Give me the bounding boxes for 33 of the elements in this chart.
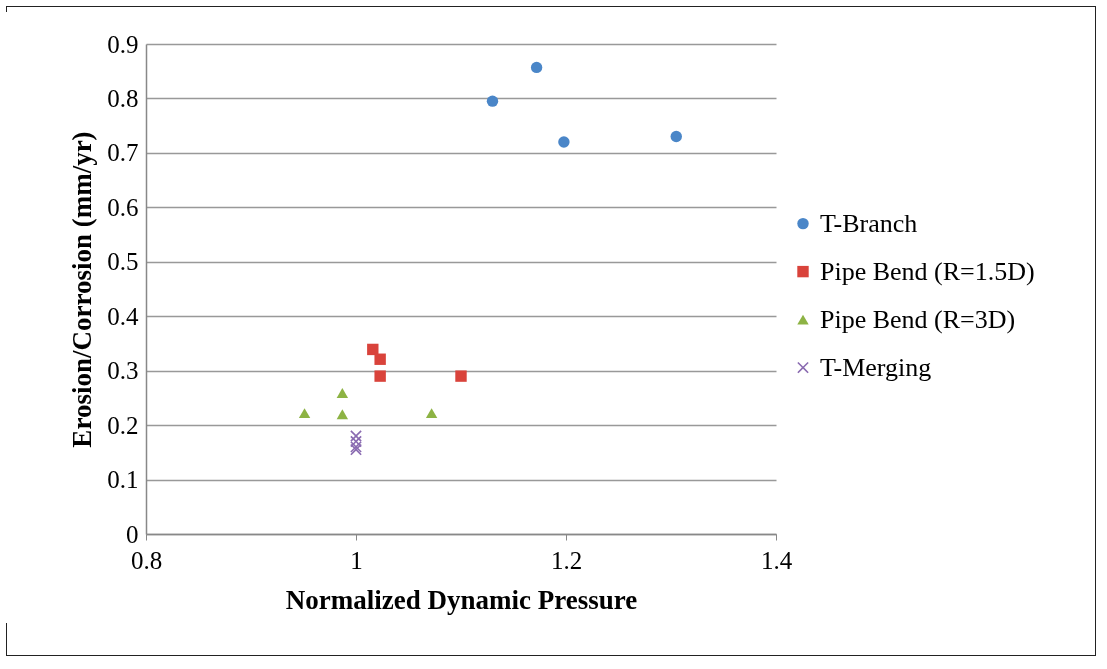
y-tick-label: 0.5 — [107, 248, 139, 276]
x-tick-label: 1.4 — [760, 546, 793, 574]
x-tick-label: 1.2 — [550, 546, 583, 574]
y-tick-label: 0.6 — [107, 193, 139, 221]
y-tick-label: 0.7 — [107, 139, 139, 167]
legend-label: T-Branch — [820, 208, 918, 238]
point — [350, 430, 362, 442]
y-tick-label: 0.3 — [107, 357, 139, 385]
point — [455, 370, 467, 382]
point — [374, 370, 386, 382]
point — [425, 408, 438, 419]
point — [374, 353, 386, 365]
y-axis-title: Erosion/Corrosion (mm/yr) — [67, 131, 98, 448]
y-tick-label: 0.1 — [107, 466, 139, 494]
y-tick-label: 0.4 — [107, 302, 139, 330]
y-tick-label: 0.8 — [107, 84, 139, 112]
legend-label: Pipe Bend (R=1.5D) — [820, 256, 1035, 286]
x-tick-label: 1 — [350, 546, 363, 574]
point — [670, 130, 682, 143]
y-tick-label: 0.2 — [107, 411, 139, 439]
legend-label: Pipe Bend (R=3D) — [820, 304, 1016, 334]
x-axis-title: Normalized Dynamic Pressure — [285, 584, 638, 615]
y-tick-label: 0 — [126, 520, 139, 548]
point — [530, 61, 543, 74]
point — [336, 388, 349, 398]
y-tick-label: 0.9 — [107, 30, 139, 58]
point — [298, 408, 311, 419]
point — [558, 136, 570, 148]
x-tick-label: 0.8 — [130, 546, 163, 574]
point — [367, 343, 379, 356]
point — [486, 95, 499, 107]
legend-label: T-Merging — [820, 352, 932, 382]
point — [336, 409, 349, 420]
